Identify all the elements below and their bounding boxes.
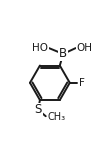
Text: F: F — [79, 78, 85, 88]
Text: S: S — [35, 104, 42, 117]
Text: OH: OH — [76, 43, 92, 53]
Text: CH₃: CH₃ — [47, 112, 65, 122]
Text: B: B — [59, 47, 67, 60]
Text: HO: HO — [32, 43, 48, 53]
